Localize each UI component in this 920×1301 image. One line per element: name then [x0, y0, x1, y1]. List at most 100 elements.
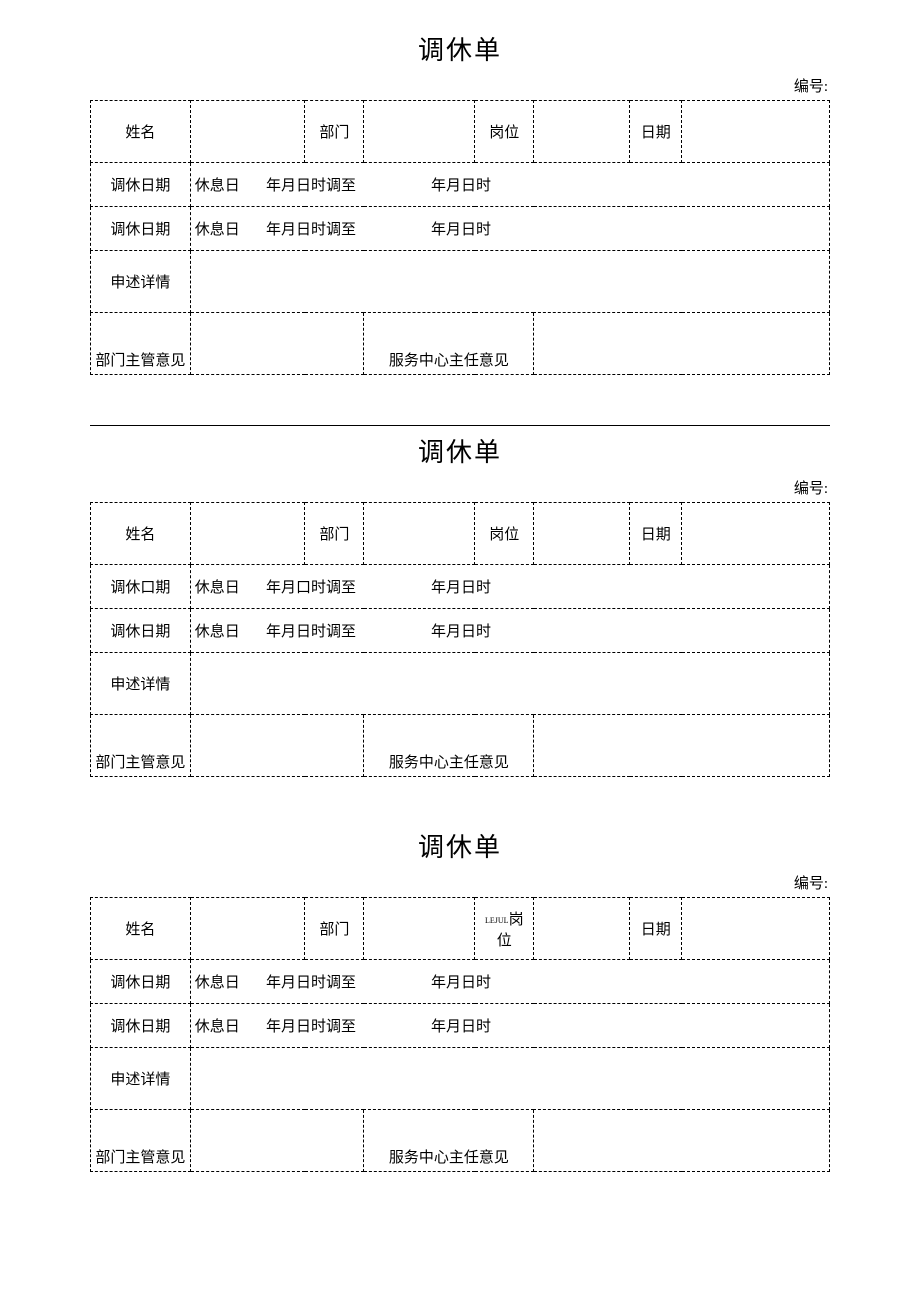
- from-label: 年月日时调至: [266, 222, 356, 238]
- name-value[interactable]: [190, 503, 305, 565]
- center-opinion-label: 服务中心主任意见: [364, 313, 534, 375]
- row-detail: 申述详情: [91, 251, 830, 313]
- row-opinion: 部门主管意见 服务中心主任意见: [91, 715, 830, 777]
- name-label: 姓名: [91, 898, 191, 960]
- post-label: 岗位: [475, 503, 534, 565]
- form-table: 姓名 部门 岗位 日期 调休日期 休息日 年月日时调至 年月日时 调休日期 休息…: [90, 100, 830, 375]
- form-1: 调休单 编号: 姓名 部门 岗位 日期 调休日期 休息日 年月日时调至: [0, 30, 920, 375]
- from-label: 年月日时调至: [266, 624, 356, 640]
- adjust-date-content[interactable]: 休息日 年月日时调至 年月日时: [190, 960, 829, 1004]
- center-opinion-value[interactable]: [534, 715, 830, 777]
- dept-opinion-label: 部门主管意见: [91, 1110, 191, 1172]
- date-label: 日期: [630, 101, 682, 163]
- dept-value[interactable]: [364, 503, 475, 565]
- to-label: 年月日时: [431, 222, 491, 238]
- post-value[interactable]: [534, 101, 630, 163]
- name-label: 姓名: [91, 101, 191, 163]
- adjust-date-content[interactable]: 休息日 年月日时调至 年月日时: [190, 207, 829, 251]
- adjust-date-label: 调休日期: [91, 609, 191, 653]
- post-prefix: LEJUL: [485, 916, 509, 925]
- from-label: 年月口时调至: [266, 580, 356, 596]
- dept-label: 部门: [305, 101, 364, 163]
- post-label: LEJUL岗位: [475, 898, 534, 960]
- form-number-label: 编号:: [90, 75, 830, 96]
- to-label: 年月日时: [431, 178, 491, 194]
- name-value[interactable]: [190, 898, 305, 960]
- post-label-text: 岗位: [489, 527, 519, 543]
- to-label: 年月日时: [431, 580, 491, 596]
- dept-opinion-label: 部门主管意见: [91, 715, 191, 777]
- post-value[interactable]: [534, 503, 630, 565]
- detail-label: 申述详情: [91, 653, 191, 715]
- center-opinion-value[interactable]: [534, 1110, 830, 1172]
- name-label: 姓名: [91, 503, 191, 565]
- rest-label: 休息日: [195, 624, 240, 640]
- dept-value[interactable]: [364, 101, 475, 163]
- to-label: 年月日时: [431, 1019, 491, 1035]
- from-label: 年月日时调至: [266, 975, 356, 991]
- row-adjust-1: 调休日期 休息日 年月日时调至 年月日时: [91, 960, 830, 1004]
- row-opinion: 部门主管意见 服务中心主任意见: [91, 313, 830, 375]
- dept-opinion-value[interactable]: [190, 715, 364, 777]
- row-adjust-2: 调休日期 休息日 年月日时调至 年月日时: [91, 207, 830, 251]
- post-value[interactable]: [534, 898, 630, 960]
- form-number-label: 编号:: [90, 872, 830, 893]
- dept-label: 部门: [305, 898, 364, 960]
- detail-label: 申述详情: [91, 251, 191, 313]
- detail-value[interactable]: [190, 251, 829, 313]
- dept-opinion-label: 部门主管意见: [91, 313, 191, 375]
- center-opinion-label: 服务中心主任意见: [364, 715, 534, 777]
- adjust-date-content[interactable]: 休息日 年月日时调至 年月日时: [190, 163, 829, 207]
- row-detail: 申述详情: [91, 653, 830, 715]
- date-label: 日期: [630, 503, 682, 565]
- adjust-date-label: 调休日期: [91, 1004, 191, 1048]
- rest-label: 休息日: [195, 1019, 240, 1035]
- detail-value[interactable]: [190, 653, 829, 715]
- row-adjust-1: 调休日期 休息日 年月日时调至 年月日时: [91, 163, 830, 207]
- adjust-date-content[interactable]: 休息日 年月日时调至 年月日时: [190, 1004, 829, 1048]
- form-3: 调休单 编号: 姓名 部门 LEJUL岗位 日期 调休日期 休息日 年月日时调至: [0, 827, 920, 1172]
- dept-opinion-value[interactable]: [190, 1110, 364, 1172]
- form-title: 调休单: [90, 432, 830, 469]
- row-adjust-2: 调休日期 休息日 年月日时调至 年月日时: [91, 609, 830, 653]
- form-2: 调休单 编号: 姓名 部门 岗位 日期 调休口期 休息日 年月口时调至: [0, 432, 920, 777]
- from-label: 年月日时调至: [266, 1019, 356, 1035]
- adjust-date-content[interactable]: 休息日 年月日时调至 年月日时: [190, 609, 829, 653]
- form-table: 姓名 部门 岗位 日期 调休口期 休息日 年月口时调至 年月日时 调休日期 休息…: [90, 502, 830, 777]
- dept-opinion-value[interactable]: [190, 313, 364, 375]
- row-adjust-2: 调休日期 休息日 年月日时调至 年月日时: [91, 1004, 830, 1048]
- adjust-date-content[interactable]: 休息日 年月口时调至 年月日时: [190, 565, 829, 609]
- form-table: 姓名 部门 LEJUL岗位 日期 调休日期 休息日 年月日时调至 年月日时 调休…: [90, 897, 830, 1172]
- date-value[interactable]: [682, 898, 830, 960]
- row-header: 姓名 部门 LEJUL岗位 日期: [91, 898, 830, 960]
- rest-label: 休息日: [195, 222, 240, 238]
- post-label: 岗位: [475, 101, 534, 163]
- row-header: 姓名 部门 岗位 日期: [91, 503, 830, 565]
- separator: [90, 425, 830, 426]
- row-opinion: 部门主管意见 服务中心主任意见: [91, 1110, 830, 1172]
- center-opinion-label: 服务中心主任意见: [364, 1110, 534, 1172]
- row-header: 姓名 部门 岗位 日期: [91, 101, 830, 163]
- adjust-date-label: 调休口期: [91, 565, 191, 609]
- date-value[interactable]: [682, 101, 830, 163]
- form-title: 调休单: [90, 30, 830, 67]
- rest-label: 休息日: [195, 178, 240, 194]
- detail-label: 申述详情: [91, 1048, 191, 1110]
- date-label: 日期: [630, 898, 682, 960]
- dept-label: 部门: [305, 503, 364, 565]
- form-number-label: 编号:: [90, 477, 830, 498]
- row-detail: 申述详情: [91, 1048, 830, 1110]
- dept-value[interactable]: [364, 898, 475, 960]
- to-label: 年月日时: [431, 624, 491, 640]
- date-value[interactable]: [682, 503, 830, 565]
- adjust-date-label: 调休日期: [91, 207, 191, 251]
- name-value[interactable]: [190, 101, 305, 163]
- row-adjust-1: 调休口期 休息日 年月口时调至 年月日时: [91, 565, 830, 609]
- post-label-text: 岗位: [489, 125, 519, 141]
- center-opinion-value[interactable]: [534, 313, 830, 375]
- form-title: 调休单: [90, 827, 830, 864]
- page: 调休单 编号: 姓名 部门 岗位 日期 调休日期 休息日 年月日时调至: [0, 30, 920, 1172]
- detail-value[interactable]: [190, 1048, 829, 1110]
- from-label: 年月日时调至: [266, 178, 356, 194]
- adjust-date-label: 调休日期: [91, 163, 191, 207]
